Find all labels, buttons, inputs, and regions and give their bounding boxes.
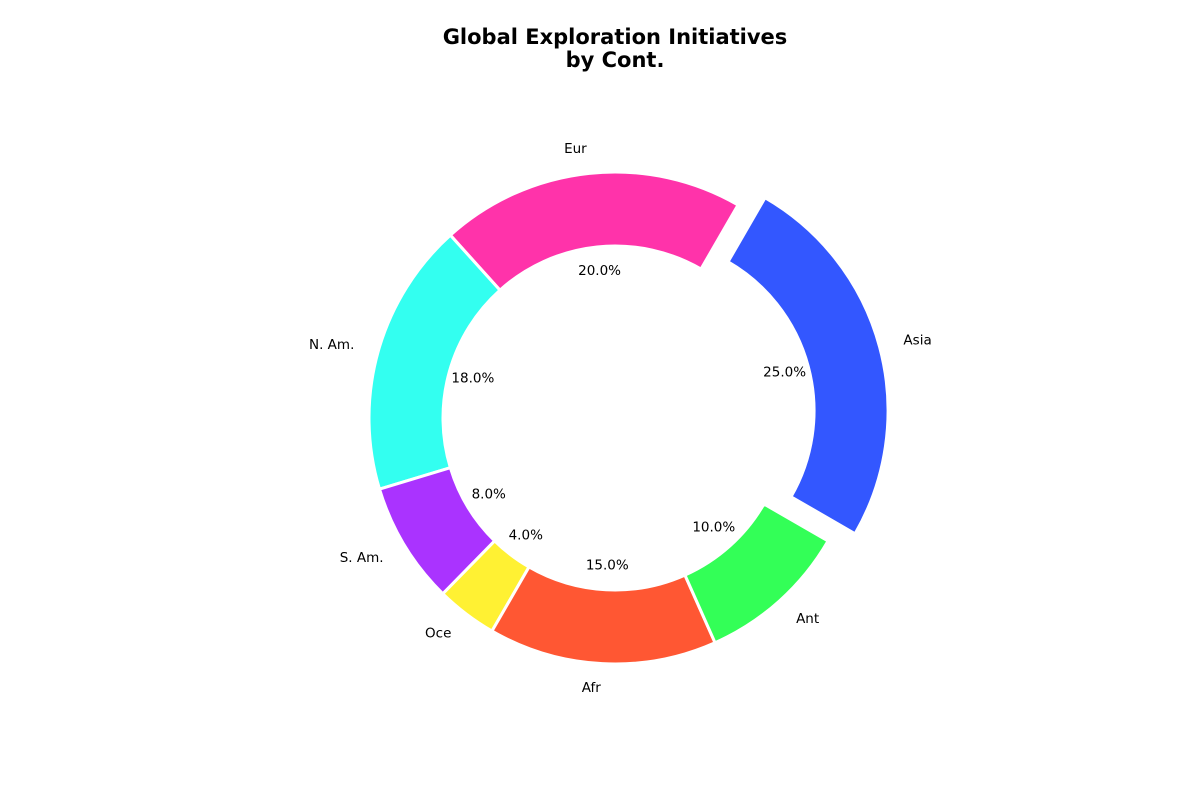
pct-label-n-am: 18.0%: [451, 370, 494, 386]
slice-asia: [725, 195, 890, 536]
pct-label-asia: 25.0%: [763, 365, 806, 381]
pct-label-afr: 15.0%: [586, 557, 629, 573]
slice-label-ant: Ant: [796, 611, 819, 627]
pct-label-s-am: 8.0%: [472, 486, 506, 502]
slice-label-eur: Eur: [564, 141, 587, 157]
chart-title-line-1: Global Exploration Initiatives: [442, 25, 788, 49]
slice-label-asia: Asia: [903, 333, 931, 349]
slice-label-afr: Afr: [582, 680, 602, 696]
slice-label-oce: Oce: [425, 626, 451, 642]
pct-label-eur: 20.0%: [578, 263, 621, 279]
slice-label-n-am: N. Am.: [309, 337, 354, 353]
pct-label-ant: 10.0%: [692, 520, 735, 536]
chart-title-line-2: by Cont.: [565, 48, 665, 72]
chart-title: Global Exploration Initiatives by Cont.: [0, 26, 1200, 72]
slice-label-s-am: S. Am.: [340, 550, 384, 566]
slice-n-am: [367, 233, 503, 491]
slice-ant: [682, 501, 831, 645]
slice-afr: [489, 564, 718, 666]
pct-label-oce: 4.0%: [509, 528, 543, 544]
